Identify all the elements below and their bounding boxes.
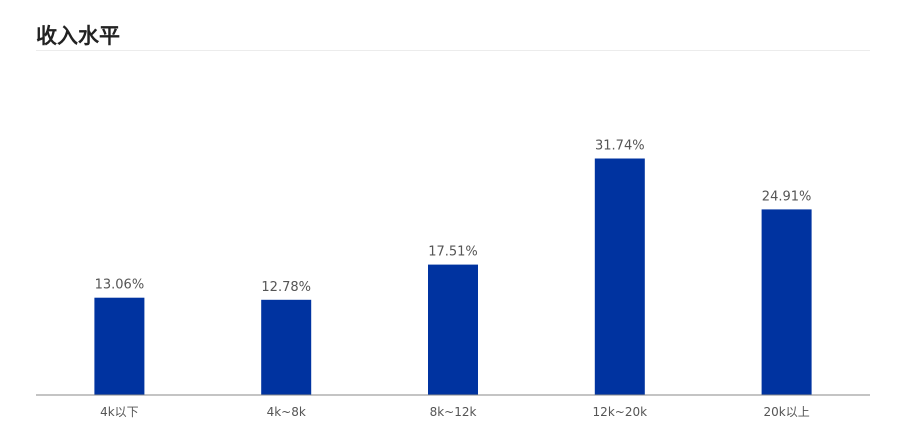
bar-0 xyxy=(94,297,145,395)
bar-labels-group: 13.06% 12.78% 17.51% 31.74% 24.91% xyxy=(95,139,812,295)
bar-3 xyxy=(594,158,645,395)
bar-4 xyxy=(761,209,812,395)
data-label-2: 17.51% xyxy=(428,245,478,260)
data-label-4: 24.91% xyxy=(762,189,812,204)
section-title: 收入水平 xyxy=(36,24,120,48)
data-label-1: 12.78% xyxy=(261,280,311,295)
bar-2 xyxy=(428,264,478,395)
bar-1 xyxy=(261,299,312,395)
x-tick-label-4: 20k以上 xyxy=(763,405,809,419)
x-tick-label-3: 12k~20k xyxy=(593,405,648,419)
title-divider xyxy=(36,50,870,51)
data-label-0: 13.06% xyxy=(95,278,145,293)
x-tick-label-1: 4k~8k xyxy=(267,405,306,419)
x-ticks-group: 4k以下 4k~8k 8k~12k 12k~20k 20k以上 xyxy=(100,405,810,419)
bars-group xyxy=(94,158,812,395)
x-tick-label-0: 4k以下 xyxy=(100,405,139,419)
x-tick-label-2: 8k~12k xyxy=(430,405,477,419)
data-label-3: 31.74% xyxy=(595,139,645,154)
